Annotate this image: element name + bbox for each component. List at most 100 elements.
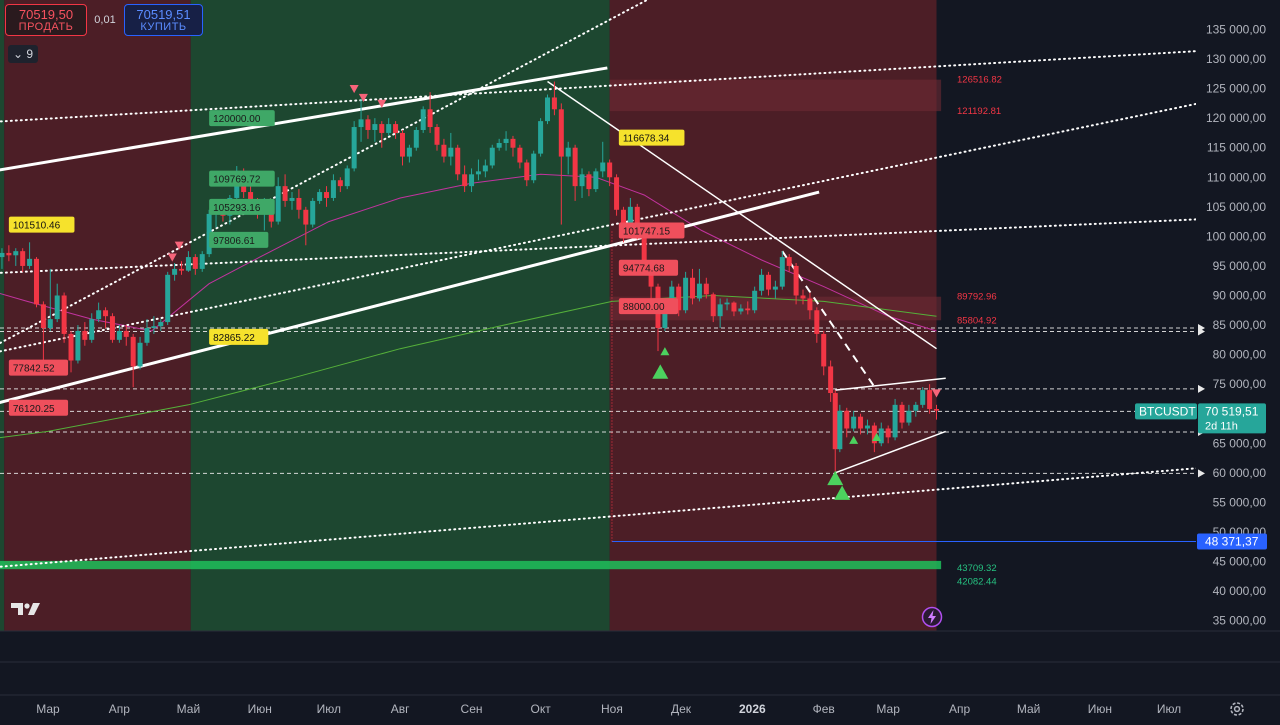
- candle-body: [772, 286, 778, 290]
- ma-green-line: [0, 294, 937, 439]
- candle-5: [20, 248, 26, 272]
- signal-marker-down-8: [349, 85, 359, 94]
- candle-body: [871, 425, 877, 444]
- candle-136: [920, 387, 926, 408]
- candle-body: [752, 290, 758, 311]
- indicators-count: 9: [26, 47, 34, 61]
- candle-body: [851, 416, 857, 429]
- candle-69: [462, 165, 468, 193]
- candle-117: [793, 262, 799, 305]
- gear-icon[interactable]: [1227, 699, 1247, 719]
- candle-body: [441, 144, 447, 157]
- candle-52: [344, 165, 350, 190]
- candle-body: [172, 268, 178, 275]
- x-tick-label: Сен: [461, 702, 483, 716]
- candle-body: [517, 147, 523, 163]
- candle-108: [731, 301, 737, 317]
- y-tick-label: 115 000,00: [1207, 141, 1266, 155]
- candle-body: [683, 277, 689, 311]
- candle-68: [455, 144, 461, 181]
- signal-marker-down-11: [932, 389, 942, 398]
- level-box-6: 77842.52: [8, 359, 69, 376]
- level-value-green-4: 43709.32: [957, 563, 997, 574]
- candle-body: [696, 283, 702, 299]
- level-box-label: 105293.16: [213, 203, 261, 214]
- candle-body: [724, 302, 730, 305]
- candle-body: [116, 330, 122, 340]
- candle-75: [503, 131, 509, 151]
- x-tick-label: Апр: [109, 702, 131, 716]
- candle-90: [607, 159, 613, 187]
- candle-106: [717, 298, 723, 329]
- bolt-icon[interactable]: [921, 606, 943, 628]
- candle-8: [40, 301, 46, 367]
- sell-button[interactable]: 70519,50 ПРОДАТЬ: [5, 4, 87, 36]
- candle-87: [586, 171, 592, 197]
- candle-body: [779, 257, 785, 287]
- candle-body: [906, 410, 912, 423]
- candle-23: [144, 319, 150, 346]
- candle-body: [920, 390, 926, 405]
- candle-body: [765, 274, 771, 290]
- candle-70: [469, 168, 475, 193]
- candle-66: [441, 138, 447, 163]
- candle-138: [934, 404, 940, 420]
- candle-body: [13, 251, 19, 256]
- candle-body: [703, 283, 709, 295]
- candle-body: [821, 333, 827, 367]
- candle-105: [710, 292, 716, 323]
- candle-17: [103, 307, 109, 329]
- candle-body: [814, 310, 820, 334]
- candle-body: [832, 393, 838, 450]
- candle-body: [892, 404, 898, 438]
- order-quantity[interactable]: 0,01: [94, 14, 116, 26]
- candle-body: [185, 257, 191, 271]
- candle-100: [676, 283, 682, 317]
- candle-48: [317, 189, 323, 204]
- candle-124: [837, 404, 843, 453]
- candle-body: [837, 410, 843, 450]
- candle-body: [858, 416, 864, 429]
- candle-body: [109, 316, 115, 340]
- price-axis-bg: [1196, 0, 1280, 631]
- candle-104: [703, 277, 709, 299]
- candle-51: [337, 177, 343, 193]
- trend-line-9: [0, 102, 1196, 353]
- candle-body: [717, 304, 723, 317]
- sell-label: ПРОДАТЬ: [18, 21, 74, 33]
- y-tick-label: 125 000,00: [1206, 82, 1266, 96]
- candle-109: [738, 304, 744, 315]
- level-box-label: 76120.25: [13, 404, 55, 415]
- candle-85: [572, 144, 578, 201]
- candle-116: [786, 254, 792, 272]
- candle-134: [906, 404, 912, 426]
- candle-131: [885, 425, 891, 444]
- level-value-red-1: 121192.81: [957, 106, 1001, 117]
- buy-button[interactable]: 70519,51 КУПИТЬ: [124, 4, 203, 36]
- candle-128: [864, 419, 870, 435]
- level-box-label: 101747.15: [623, 226, 671, 237]
- candle-body: [427, 109, 433, 128]
- trend-line-2: [547, 80, 937, 350]
- candle-body: [551, 97, 557, 110]
- candle-body: [151, 326, 157, 329]
- candle-57: [379, 121, 385, 148]
- level-box-label: 120000.00: [213, 114, 261, 125]
- candle-115: [779, 251, 785, 290]
- candle-74: [496, 138, 502, 151]
- buy-price: 70519,51: [136, 7, 191, 22]
- support-band: [0, 560, 942, 570]
- indicators-collapse-button[interactable]: ⌄ 9: [8, 45, 38, 63]
- candle-body: [324, 192, 330, 198]
- candle-12: [68, 330, 74, 373]
- candle-body: [579, 174, 585, 187]
- candle-body: [192, 257, 198, 269]
- level-value-red-2: 89792.96: [957, 292, 997, 303]
- candle-83: [558, 103, 564, 225]
- candle-body: [738, 308, 744, 312]
- candle-20: [123, 325, 129, 346]
- y-tick-label: 45 000,00: [1213, 554, 1267, 568]
- candle-81: [545, 94, 551, 125]
- candle-body: [510, 138, 516, 148]
